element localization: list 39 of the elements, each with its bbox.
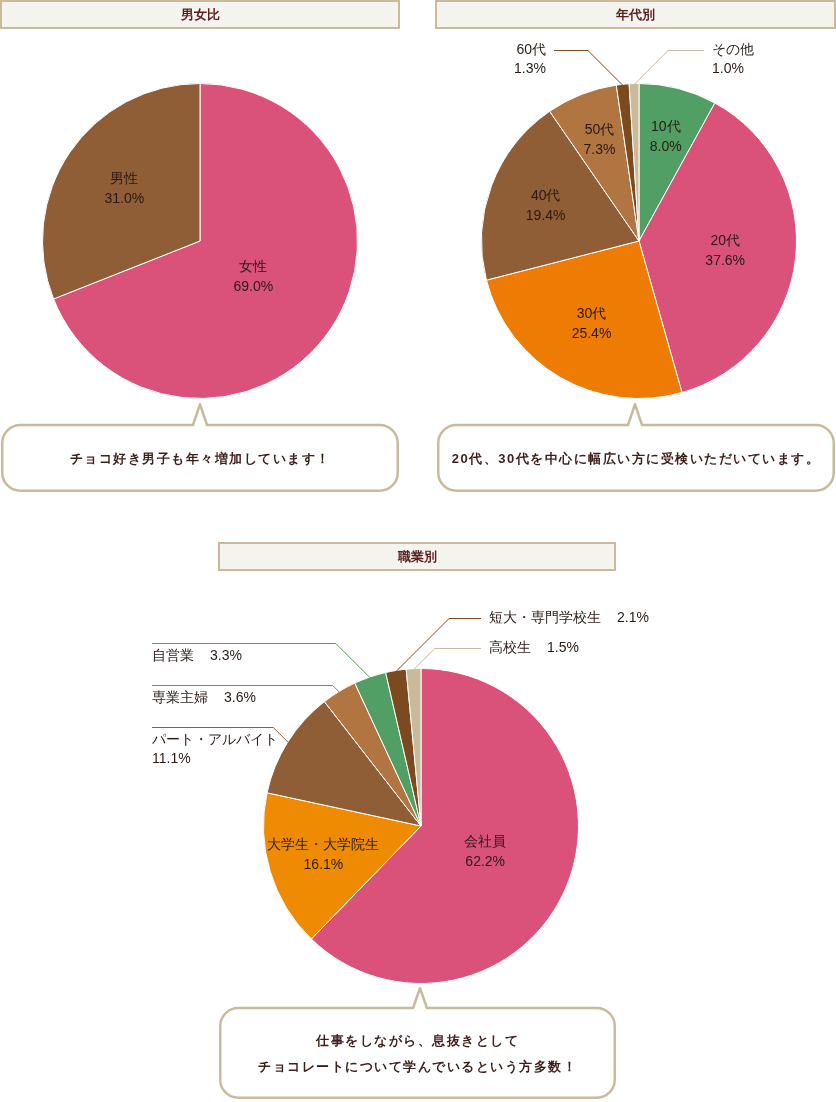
slice-label: 男性 [110,170,139,187]
data-label: 37.6% [705,251,746,268]
data-label: 25.4% [571,324,612,341]
slice-label: 大学生・大学院生 [267,836,380,853]
data-label: 8.0% [649,137,682,154]
slice-label: 会社員 [464,832,507,849]
slice-label: 50代 [584,121,615,138]
slice-label: その他 [712,41,754,58]
chart-title: 年代別 [616,5,655,24]
slice-label: 20代 [710,231,740,248]
data-label: 1.3% [514,60,546,77]
slice-label: 自営業 [152,647,194,664]
data-label: 31.0% [104,190,145,207]
slice-label: 30代 [576,304,607,321]
slice-label: パート・アルバイト [151,731,278,748]
slice-label: 40代 [530,186,561,203]
text: 20代、30代を中心に幅広い方に受検いただいています。 [451,449,821,468]
slice-label: 短大・専門学校生 [489,609,601,626]
chart-title: 職業別 [397,547,437,566]
data-label: 11.1% [152,750,191,767]
slice-label: 高校生 [489,639,531,656]
chart-title: 男女比 [180,5,220,24]
text: チョコレートについて学んでいるという方多数！ [258,1057,577,1076]
data-label: 3.6% [224,689,256,706]
data-label: 7.3% [583,141,616,158]
slice-label: 専業主婦 [152,689,208,706]
data-label: 16.1% [303,856,344,873]
slice-label: 10代 [651,117,681,134]
data-label: 2.1% [617,609,649,626]
data-label: 69.0% [233,278,274,295]
slice-label: 女性 [239,258,268,275]
data-label: 3.3% [210,647,242,664]
data-label: 19.4% [525,206,566,223]
data-label: 1.0% [712,60,744,77]
text: 仕事をしながら、息抜きとして [316,1031,519,1050]
slice-label: 60代 [516,41,546,58]
data-label: 62.2% [465,852,506,869]
text: チョコ好き男子も年々増加しています！ [69,449,331,468]
data-label: 1.5% [547,639,579,656]
